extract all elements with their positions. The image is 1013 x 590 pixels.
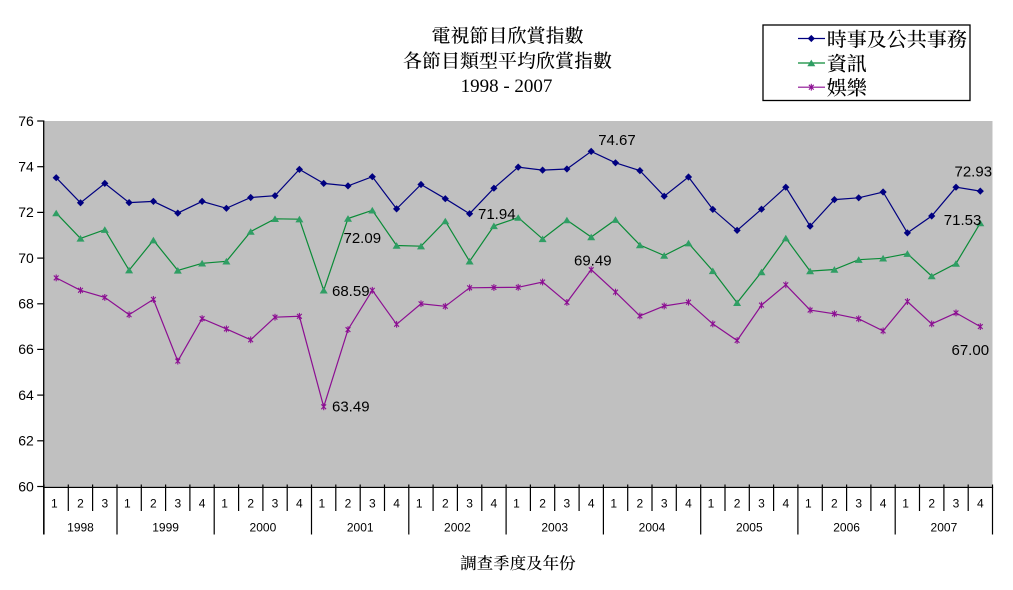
svg-text:2: 2 bbox=[539, 497, 546, 511]
svg-text:70: 70 bbox=[18, 250, 34, 266]
svg-text:1998: 1998 bbox=[67, 520, 94, 534]
svg-text:2: 2 bbox=[928, 497, 935, 511]
svg-text:76: 76 bbox=[18, 113, 34, 129]
svg-text:74: 74 bbox=[18, 159, 34, 175]
svg-text:3: 3 bbox=[953, 497, 960, 511]
svg-text:72.09: 72.09 bbox=[344, 230, 382, 247]
svg-text:3: 3 bbox=[174, 497, 181, 511]
svg-text:2: 2 bbox=[77, 497, 84, 511]
svg-text:4: 4 bbox=[393, 497, 400, 511]
svg-text:2006: 2006 bbox=[833, 520, 860, 534]
svg-text:3: 3 bbox=[466, 497, 473, 511]
svg-text:1: 1 bbox=[416, 497, 423, 511]
svg-text:4: 4 bbox=[977, 497, 984, 511]
svg-text:1998 - 2007: 1998 - 2007 bbox=[461, 76, 553, 97]
svg-text:2001: 2001 bbox=[347, 520, 374, 534]
svg-text:72.93: 72.93 bbox=[955, 163, 993, 180]
svg-text:4: 4 bbox=[296, 497, 303, 511]
svg-text:1: 1 bbox=[221, 497, 228, 511]
svg-text:2004: 2004 bbox=[639, 520, 666, 534]
svg-text:68.59: 68.59 bbox=[332, 283, 370, 300]
svg-text:64: 64 bbox=[18, 387, 34, 403]
svg-text:2: 2 bbox=[734, 497, 741, 511]
svg-text:62: 62 bbox=[18, 433, 34, 449]
svg-text:66: 66 bbox=[18, 341, 34, 357]
svg-text:3: 3 bbox=[101, 497, 108, 511]
svg-text:4: 4 bbox=[491, 497, 498, 511]
svg-text:2: 2 bbox=[345, 497, 352, 511]
svg-text:1: 1 bbox=[708, 497, 715, 511]
svg-text:4: 4 bbox=[782, 497, 789, 511]
svg-text:1: 1 bbox=[319, 497, 326, 511]
svg-text:71.53: 71.53 bbox=[944, 212, 982, 229]
svg-text:71.94: 71.94 bbox=[478, 206, 516, 223]
svg-text:2: 2 bbox=[831, 497, 838, 511]
svg-text:1: 1 bbox=[124, 497, 131, 511]
svg-text:4: 4 bbox=[880, 497, 887, 511]
svg-text:3: 3 bbox=[855, 497, 862, 511]
svg-text:2003: 2003 bbox=[541, 520, 568, 534]
svg-text:68: 68 bbox=[18, 296, 34, 312]
svg-text:60: 60 bbox=[18, 478, 34, 494]
svg-text:2005: 2005 bbox=[736, 520, 763, 534]
svg-text:2: 2 bbox=[637, 497, 644, 511]
svg-text:2002: 2002 bbox=[444, 520, 471, 534]
svg-text:67.00: 67.00 bbox=[952, 342, 990, 359]
svg-text:1: 1 bbox=[513, 497, 520, 511]
svg-text:3: 3 bbox=[272, 497, 279, 511]
svg-text:4: 4 bbox=[685, 497, 692, 511]
svg-text:2: 2 bbox=[442, 497, 449, 511]
svg-text:74.67: 74.67 bbox=[598, 132, 636, 149]
svg-text:1: 1 bbox=[902, 497, 909, 511]
svg-text:1999: 1999 bbox=[152, 520, 179, 534]
svg-text:2007: 2007 bbox=[931, 520, 958, 534]
svg-text:72: 72 bbox=[18, 204, 34, 220]
svg-text:3: 3 bbox=[564, 497, 571, 511]
svg-text:3: 3 bbox=[758, 497, 765, 511]
svg-text:2: 2 bbox=[247, 497, 254, 511]
svg-text:2000: 2000 bbox=[250, 520, 277, 534]
svg-text:3: 3 bbox=[661, 497, 668, 511]
svg-text:1: 1 bbox=[51, 497, 58, 511]
svg-text:4: 4 bbox=[199, 497, 206, 511]
svg-text:63.49: 63.49 bbox=[332, 399, 370, 416]
svg-text:1: 1 bbox=[805, 497, 812, 511]
svg-text:2: 2 bbox=[150, 497, 157, 511]
svg-text:3: 3 bbox=[369, 497, 376, 511]
svg-text:4: 4 bbox=[588, 497, 595, 511]
svg-text:69.49: 69.49 bbox=[574, 252, 612, 269]
svg-text:1: 1 bbox=[610, 497, 617, 511]
